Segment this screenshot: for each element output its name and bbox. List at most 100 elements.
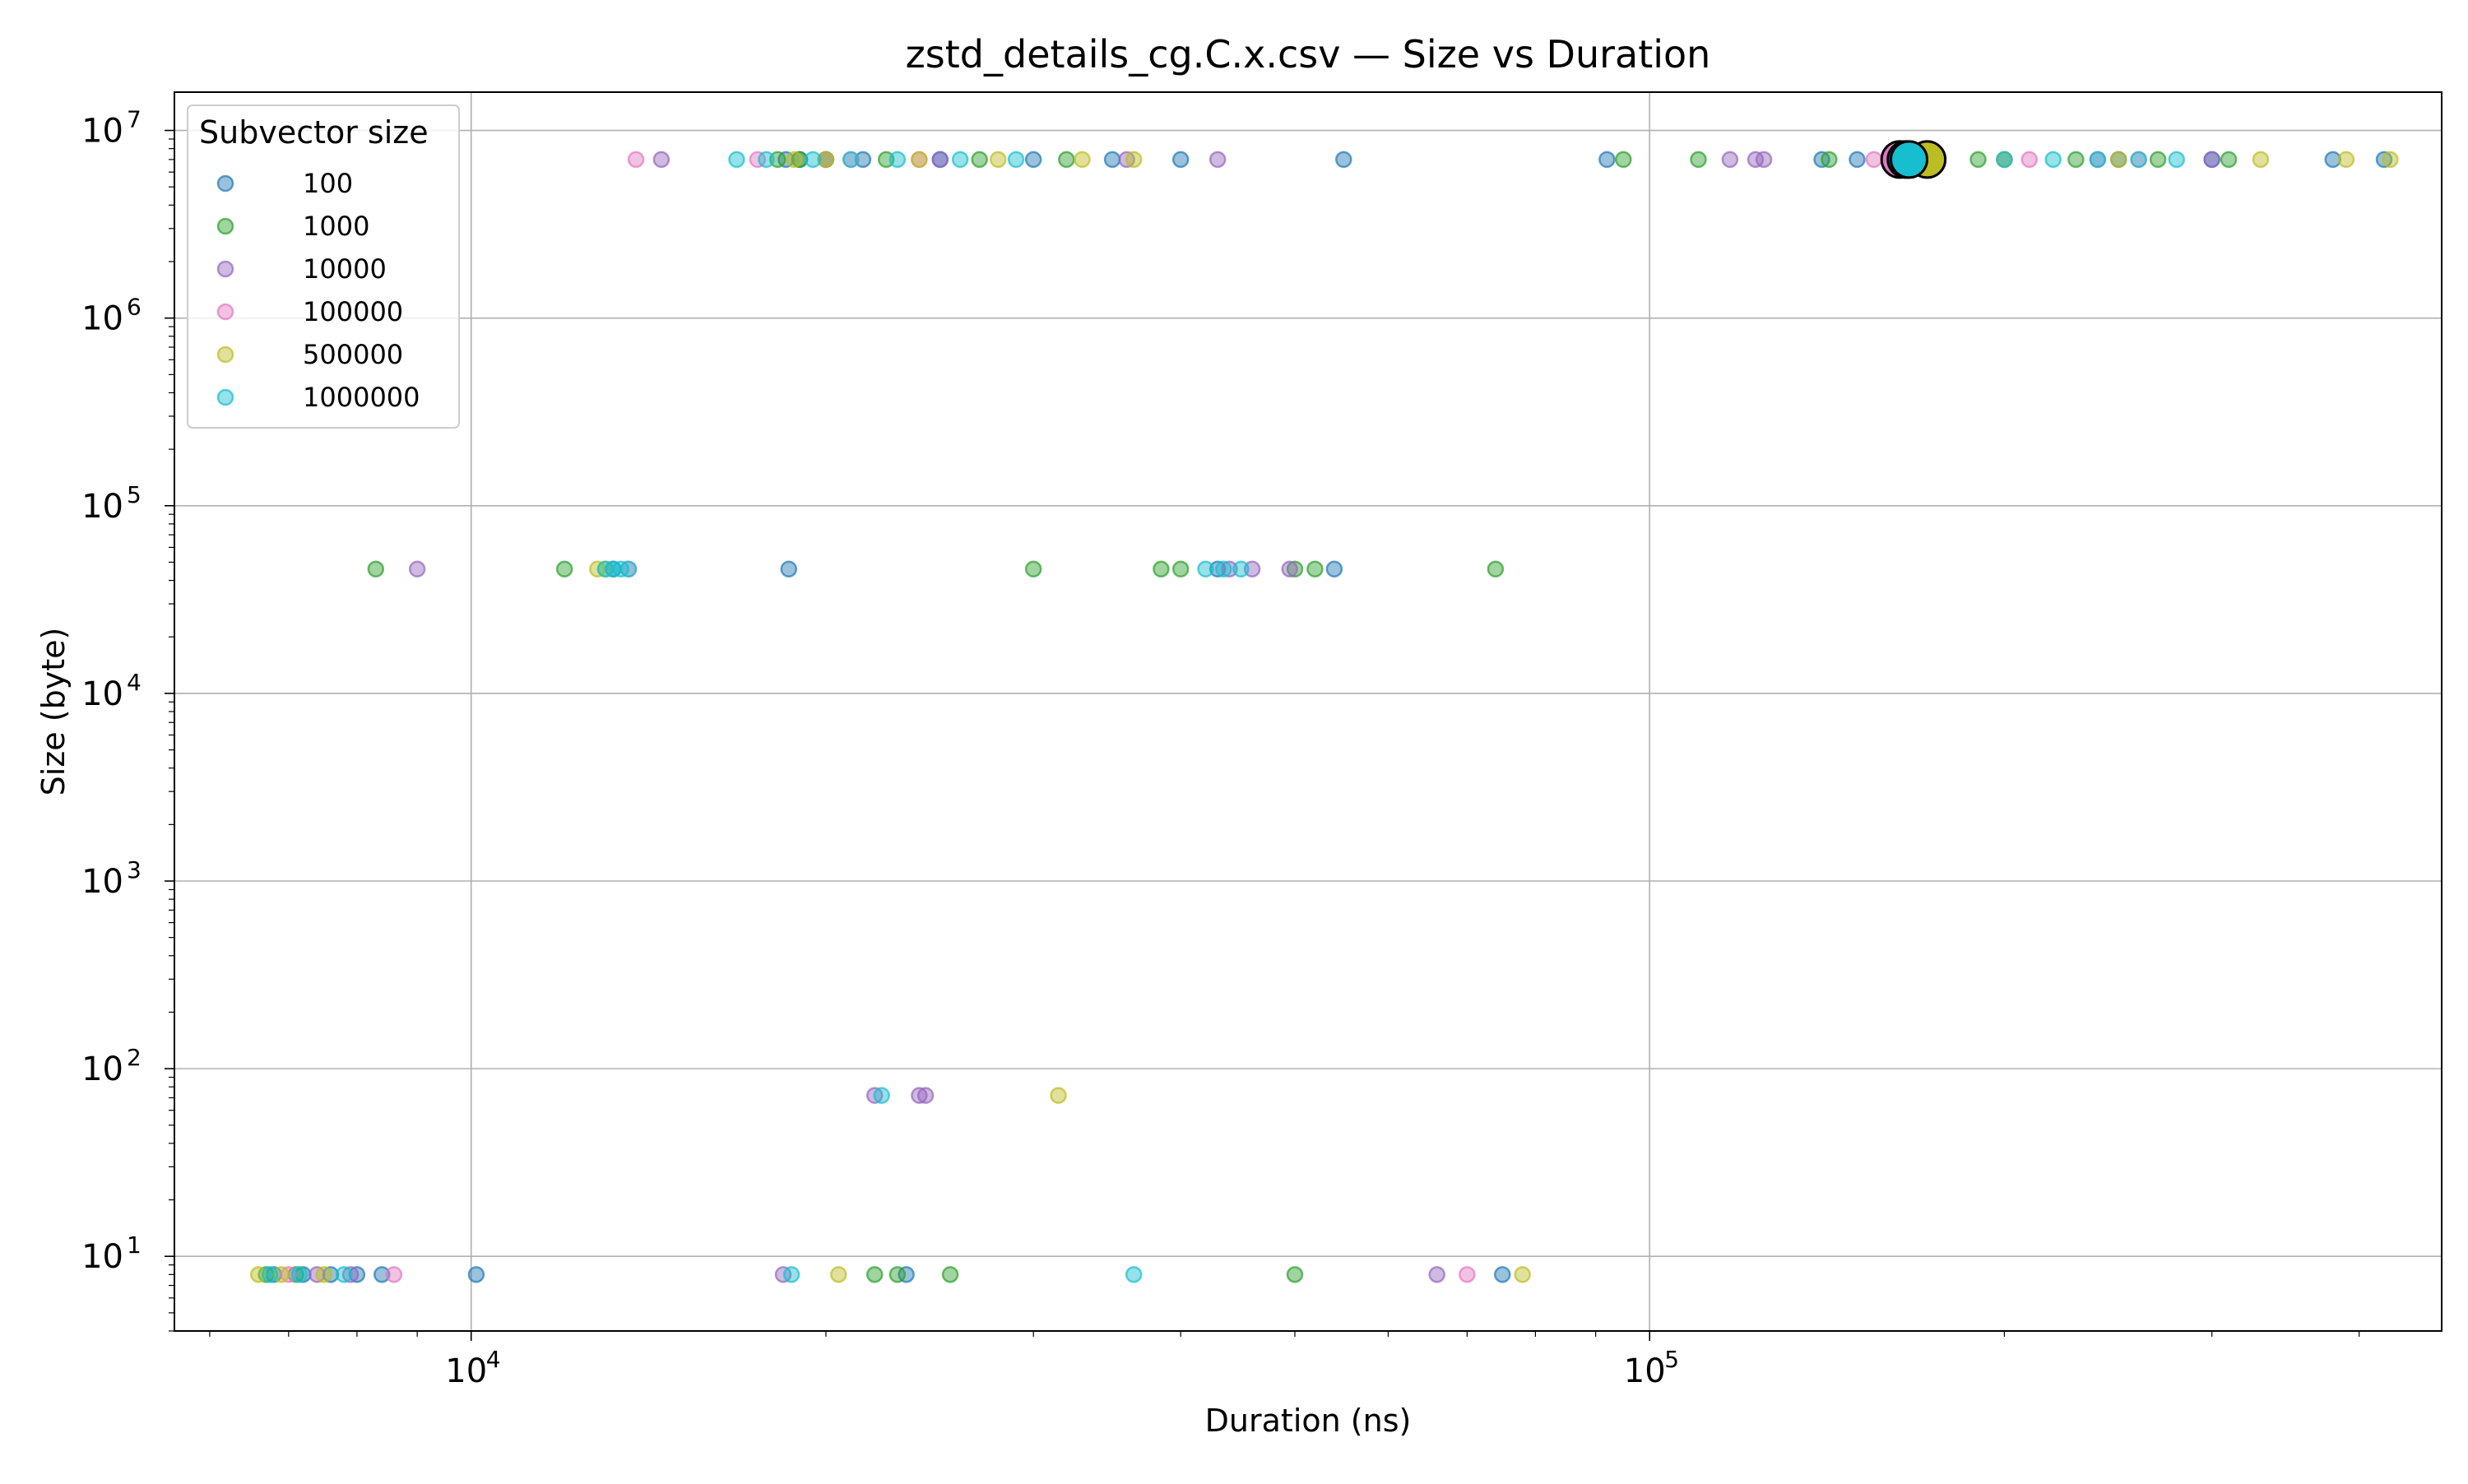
y-tick-exponent: 1	[127, 1231, 141, 1259]
data-point	[888, 1266, 907, 1283]
data-point	[951, 151, 969, 169]
data-point	[1024, 560, 1042, 577]
series-1000000	[261, 151, 2186, 1283]
data-point	[2337, 151, 2355, 169]
data-point	[1197, 560, 1214, 577]
data-point	[916, 1087, 935, 1104]
y-tick-exponent: 5	[127, 481, 141, 508]
data-point	[619, 560, 638, 577]
data-point	[1208, 560, 1227, 577]
y-axis-label: Size (byte)	[35, 628, 72, 796]
legend-marker	[216, 345, 234, 364]
data-point	[373, 1266, 391, 1283]
data-point	[1074, 151, 1091, 169]
data-point	[1865, 151, 1883, 169]
x-tick-label: 10	[445, 1352, 487, 1390]
data-point	[2220, 151, 2238, 169]
data-point	[791, 151, 809, 169]
data-point	[931, 151, 949, 169]
data-point	[865, 1266, 884, 1283]
data-point	[1755, 151, 1773, 169]
grid-lines	[174, 92, 2442, 1331]
data-point	[2324, 151, 2342, 169]
x-tick-exponent: 5	[1664, 1346, 1679, 1373]
data-point	[2168, 151, 2186, 169]
y-tick-label: 10	[81, 300, 123, 338]
data-point	[1024, 151, 1042, 169]
data-point	[2149, 151, 2167, 169]
legend-label: 100000	[303, 296, 403, 327]
y-tick-label: 10	[81, 488, 123, 526]
y-tick-label: 10	[81, 1050, 123, 1088]
data-point	[335, 1266, 353, 1283]
data-point	[1690, 151, 1707, 169]
data-point	[782, 1266, 800, 1283]
data-point	[817, 151, 835, 169]
y-tick-label: 10	[81, 675, 123, 713]
legend-marker	[216, 174, 234, 192]
data-point	[971, 151, 988, 169]
data-point	[873, 1087, 890, 1104]
series-10000	[308, 151, 2220, 1283]
data-point	[898, 1266, 915, 1283]
data-point	[1615, 151, 1632, 169]
legend-marker	[216, 388, 234, 406]
data-point	[1153, 560, 1170, 577]
data-point	[2110, 151, 2127, 169]
data-point	[2130, 151, 2147, 169]
data-point	[249, 1266, 267, 1283]
data-point	[1103, 151, 1121, 169]
data-point	[555, 560, 573, 577]
x-axis-label: Duration (ns)	[1205, 1403, 1412, 1439]
legend: Subvector size 100 1000 10000 100000 500000 1…	[187, 104, 460, 429]
y-tick-label: 10	[81, 113, 123, 151]
legend-marker	[216, 260, 234, 278]
data-point	[1286, 1266, 1304, 1283]
data-point	[1125, 1266, 1143, 1283]
data-point	[911, 151, 928, 169]
y-tick-exponent: 6	[127, 294, 141, 321]
data-point	[1969, 151, 1987, 169]
data-point	[385, 1266, 403, 1283]
legend-box	[187, 104, 460, 429]
data-point	[2375, 151, 2393, 169]
data-point	[804, 151, 822, 169]
data-point	[367, 560, 385, 577]
chart-title: zstd_details_cg.C.x.csv — Size vs Durati…	[906, 32, 1711, 77]
y-tick-exponent: 4	[127, 669, 141, 696]
data-point	[1996, 151, 2013, 169]
highlighted-point	[1890, 140, 1929, 179]
data-point	[2067, 151, 2085, 169]
data-point	[842, 151, 860, 169]
x-tick-exponent: 4	[486, 1346, 501, 1373]
data-point	[1487, 560, 1505, 577]
data-point	[1171, 560, 1190, 577]
data-point	[758, 151, 775, 169]
data-point	[1171, 151, 1190, 169]
data-point	[652, 151, 670, 169]
data-point	[1598, 151, 1616, 169]
data-point	[1125, 151, 1143, 169]
data-point	[769, 151, 786, 169]
data-point	[1721, 151, 1739, 169]
data-point	[315, 1266, 332, 1283]
legend-label: 500000	[303, 339, 403, 370]
data-point	[780, 560, 798, 577]
y-tick-exponent: 3	[127, 856, 141, 883]
data-point	[888, 151, 907, 169]
legend-label: 1000	[303, 211, 369, 242]
data-point	[467, 1266, 485, 1283]
y-tick-exponent: 7	[127, 106, 141, 133]
data-point	[408, 560, 426, 577]
data-point	[2203, 151, 2220, 169]
data-point	[990, 151, 1007, 169]
legend-label: 1000000	[303, 382, 420, 413]
data-point	[2044, 151, 2062, 169]
data-point	[1306, 560, 1324, 577]
data-point	[749, 151, 767, 169]
data-point	[1050, 1087, 1067, 1104]
data-point	[2382, 151, 2399, 169]
y-tick-exponent: 2	[127, 1044, 141, 1071]
